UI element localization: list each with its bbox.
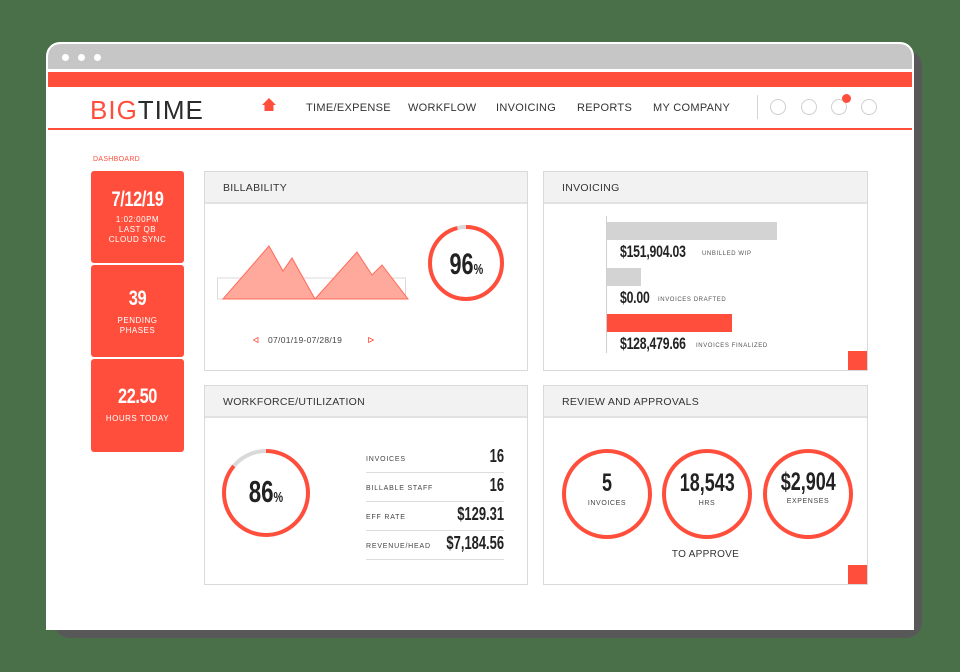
workforce-stats: INVOICES 16 BILLABLE STAFF 16 EFF RATE $… xyxy=(366,444,504,560)
pending-phases-label-line1: PENDING xyxy=(117,316,158,325)
approve-invoices-label: INVOICES xyxy=(587,500,627,507)
home-icon[interactable] xyxy=(261,97,277,113)
billability-percent-value: 96 xyxy=(449,248,474,281)
approve-hours-circle[interactable]: 18,543 HRS xyxy=(662,449,752,539)
stat-label: EFF RATE xyxy=(366,514,406,521)
utilization-donut xyxy=(222,449,310,537)
approve-expenses-label: EXPENSES xyxy=(786,498,830,505)
percent-sign: % xyxy=(473,261,483,278)
stat-label: REVENUE/HEAD xyxy=(366,543,431,550)
expand-corner-button[interactable] xyxy=(848,565,867,584)
logo-part-time: TIME xyxy=(137,95,204,125)
invoices-drafted-label: INVOICES DRAFTED xyxy=(658,297,727,303)
hours-today-value: 22.50 xyxy=(117,385,158,408)
breadcrumb[interactable]: DASHBOARD xyxy=(93,156,141,163)
stat-value: 16 xyxy=(489,446,504,466)
invoices-finalized-label: INVOICES FINALIZED xyxy=(696,343,768,349)
invoicing-row-drafted: $0.00 INVOICES DRAFTED xyxy=(620,288,726,308)
notification-badge xyxy=(842,94,851,103)
invoicing-panel: INVOICING $151,904.03 UNBILLED WIP $0.00… xyxy=(543,171,868,371)
pending-phases-label-line2: PHASES xyxy=(119,326,156,335)
invoicing-row-unbilled: $151,904.03 UNBILLED WIP xyxy=(620,242,751,262)
approve-hours-value: 18,543 xyxy=(679,469,735,497)
sync-date: 7/12/19 xyxy=(111,188,164,211)
utilization-percent-value: 86 xyxy=(248,474,274,509)
stat-label: INVOICES xyxy=(366,456,406,463)
hours-today-card[interactable]: 22.50 HOURS TODAY xyxy=(91,359,184,452)
review-title: REVIEW AND APPROVALS xyxy=(544,386,867,418)
invoicing-title: INVOICING xyxy=(544,172,867,204)
sync-card[interactable]: 7/12/19 1:02:00PM LAST QB CLOUD SYNC xyxy=(91,171,184,263)
notification-circle-icon[interactable] xyxy=(831,99,847,115)
bar-invoices-finalized[interactable] xyxy=(607,314,732,332)
triangle-right-icon[interactable] xyxy=(368,337,374,343)
billability-title: BILLABILITY xyxy=(205,172,527,204)
approve-expenses-value: $2,904 xyxy=(780,468,836,496)
sync-time: 1:02:00PM xyxy=(115,215,160,224)
approve-invoices-value: 5 xyxy=(601,469,613,497)
invoices-drafted-amount: $0.00 xyxy=(620,288,650,307)
stat-value: 16 xyxy=(489,475,504,495)
workforce-panel: WORKFORCE/UTILIZATION 86% INVOICES 16 BI… xyxy=(204,385,528,585)
billability-date-range: 07/01/19-07/28/19 xyxy=(268,335,343,345)
hours-today-label: HOURS TODAY xyxy=(105,414,170,423)
workforce-title: WORKFORCE/UTILIZATION xyxy=(205,386,527,418)
stat-value: $7,184.56 xyxy=(446,533,504,553)
window-dot-icon xyxy=(62,54,69,61)
invoicing-axis xyxy=(606,216,607,353)
nav-divider xyxy=(757,95,758,119)
stat-row-billable-staff: BILLABLE STAFF 16 xyxy=(366,473,504,502)
nav-underline xyxy=(48,128,912,130)
window-dot-icon xyxy=(94,54,101,61)
review-panel: REVIEW AND APPROVALS 5 INVOICES 18,543 H… xyxy=(543,385,868,585)
stat-row-invoices: INVOICES 16 xyxy=(366,444,504,473)
sync-label-line1: LAST QB xyxy=(118,225,157,234)
accent-bar xyxy=(48,72,912,87)
utilization-percent: 86% xyxy=(221,474,311,510)
invoices-finalized-amount: $128,479.66 xyxy=(620,334,686,353)
bar-unbilled-wip[interactable] xyxy=(607,222,777,240)
bigtime-logo[interactable]: BIGTIME xyxy=(90,95,204,126)
stat-value: $129.31 xyxy=(457,504,504,524)
sync-label-line2: CLOUD SYNC xyxy=(108,235,167,244)
circle-icon[interactable] xyxy=(801,99,817,115)
circle-icon[interactable] xyxy=(861,99,877,115)
stat-row-eff-rate: EFF RATE $129.31 xyxy=(366,502,504,531)
triangle-left-icon[interactable] xyxy=(253,337,259,343)
bar-invoices-drafted[interactable] xyxy=(607,268,641,286)
pending-phases-value: 39 xyxy=(128,287,147,310)
stat-row-revenue-head: REVENUE/HEAD $7,184.56 xyxy=(366,531,504,560)
window-dot-icon xyxy=(78,54,85,61)
window-titlebar xyxy=(48,44,912,69)
browser-window: BIGTIME TIME/EXPENSE WORKFLOW INVOICING … xyxy=(46,42,914,630)
unbilled-wip-label: UNBILLED WIP xyxy=(702,251,752,257)
approve-invoices-circle[interactable]: 5 INVOICES xyxy=(562,449,652,539)
billability-area-chart xyxy=(217,245,410,300)
nav-item-invoicing[interactable]: INVOICING xyxy=(496,102,557,114)
unbilled-wip-amount: $151,904.03 xyxy=(620,242,686,261)
billability-percent: 96% xyxy=(427,248,505,282)
approve-expenses-circle[interactable]: $2,904 EXPENSES xyxy=(763,449,853,539)
nav-item-reports[interactable]: REPORTS xyxy=(577,102,633,114)
expand-corner-button[interactable] xyxy=(848,351,867,370)
circle-icon[interactable] xyxy=(770,99,786,115)
stat-label: BILLABLE STAFF xyxy=(366,485,434,492)
logo-part-big: BIG xyxy=(90,95,138,125)
to-approve-label: TO APPROVE xyxy=(671,549,740,560)
billability-panel: BILLABILITY 07/01/19-07/28/19 96% xyxy=(204,171,528,371)
nav-item-time-expense[interactable]: TIME/EXPENSE xyxy=(306,102,391,114)
pending-phases-card[interactable]: 39 PENDING PHASES xyxy=(91,265,184,357)
invoicing-row-finalized: $128,479.66 INVOICES FINALIZED xyxy=(620,334,767,354)
billability-donut xyxy=(428,225,504,301)
percent-sign: % xyxy=(273,489,284,506)
nav-item-workflow[interactable]: WORKFLOW xyxy=(408,102,477,114)
nav-item-my-company[interactable]: MY COMPANY xyxy=(653,102,731,114)
top-nav: BIGTIME TIME/EXPENSE WORKFLOW INVOICING … xyxy=(48,87,912,129)
approve-hours-label: HRS xyxy=(698,500,716,507)
